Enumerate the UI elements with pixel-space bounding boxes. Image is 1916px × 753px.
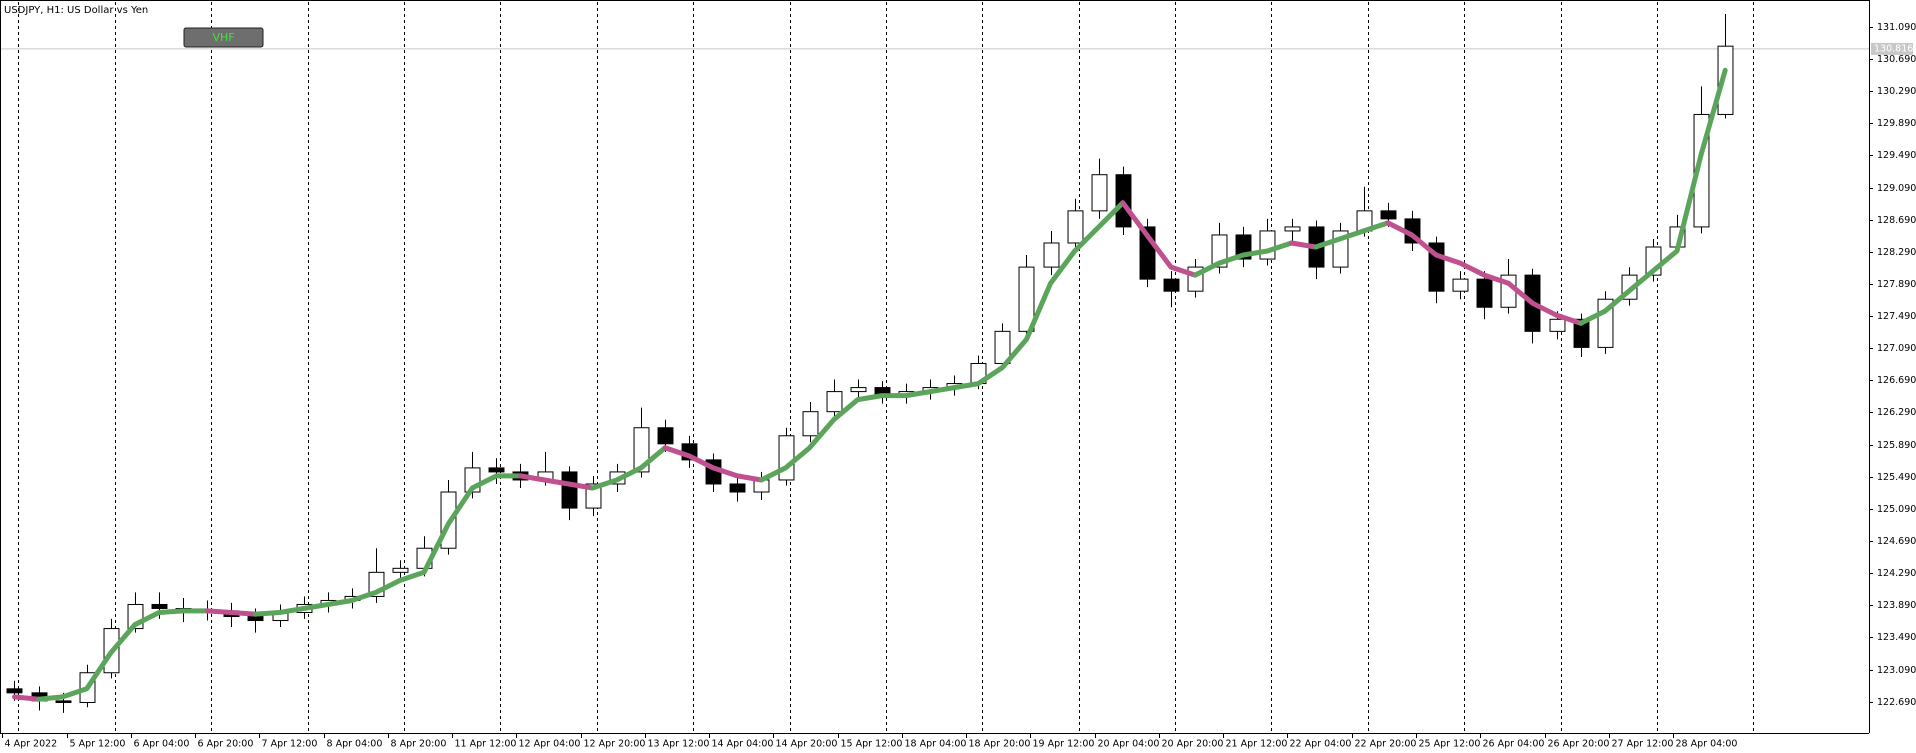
candle-body — [55, 700, 72, 703]
x-tick-label: 14 Apr 20:00 — [776, 739, 838, 750]
x-tick-label: 18 Apr 20:00 — [969, 739, 1031, 750]
candle-body — [1476, 278, 1493, 308]
x-tick-label: 6 Apr 04:00 — [134, 739, 190, 750]
candle-body — [1573, 318, 1590, 348]
candle-body — [778, 435, 795, 481]
current-price-box — [1871, 42, 1913, 55]
x-tick-label: 26 Apr 20:00 — [1548, 739, 1610, 750]
candle-body — [1211, 234, 1228, 268]
y-tick-label: 129.490 — [1877, 150, 1916, 161]
y-tick-label: 127.890 — [1877, 279, 1916, 290]
y-tick-label: 122.690 — [1877, 697, 1916, 708]
y-tick-label: 130.290 — [1877, 86, 1916, 97]
x-tick-label: 4 Apr 2022 — [5, 739, 58, 750]
indicator-line — [252, 473, 523, 617]
x-tick-label: 8 Apr 04:00 — [327, 739, 383, 750]
indicator-button[interactable] — [183, 27, 264, 48]
candle-body — [1380, 210, 1397, 220]
candle-body — [850, 387, 867, 393]
x-tick-label: 6 Apr 20:00 — [198, 739, 254, 750]
y-tick-label: 126.690 — [1877, 375, 1916, 386]
candle-body — [488, 467, 505, 473]
candle-body — [994, 330, 1011, 364]
candle-body — [1163, 278, 1180, 292]
candle-body — [561, 471, 578, 509]
x-tick-label: 12 Apr 20:00 — [584, 739, 646, 750]
x-tick-label: 25 Apr 12:00 — [1419, 739, 1481, 750]
chart-title: USDJPY, H1: US Dollar vs Yen — [4, 5, 148, 16]
y-tick-label: 131.090 — [1877, 22, 1916, 33]
candle-body — [1284, 226, 1301, 232]
x-tick-label: 21 Apr 12:00 — [1226, 739, 1288, 750]
y-tick-label: 129.890 — [1877, 118, 1916, 129]
y-tick-label: 128.290 — [1877, 247, 1916, 258]
y-tick-label: 123.090 — [1877, 665, 1916, 676]
candle-body — [392, 567, 409, 573]
indicator-line — [1385, 220, 1584, 326]
x-tick-label: 18 Apr 04:00 — [905, 739, 967, 750]
candle-body — [1549, 318, 1566, 332]
candle-body — [1043, 242, 1060, 268]
x-tick-label: 27 Apr 12:00 — [1612, 739, 1674, 750]
indicator-line — [12, 694, 42, 702]
indicator-line — [662, 445, 764, 483]
y-tick-label: 125.490 — [1877, 472, 1916, 483]
x-tick-label: 20 Apr 20:00 — [1162, 739, 1224, 750]
x-tick-label: 19 Apr 12:00 — [1033, 739, 1095, 750]
indicator-line — [1192, 240, 1294, 278]
x-tick-label: 8 Apr 20:00 — [391, 739, 447, 750]
indicator-line — [590, 445, 668, 491]
y-tick-label: 129.090 — [1877, 183, 1916, 194]
x-tick-label: 28 Apr 04:00 — [1676, 739, 1738, 750]
candle-body — [247, 616, 264, 622]
indicator-line — [1578, 67, 1728, 326]
indicator-line — [1120, 200, 1198, 278]
y-tick-label: 130.690 — [1877, 54, 1916, 65]
candle-body — [6, 688, 23, 694]
x-tick-label: 14 Apr 04:00 — [712, 739, 774, 750]
candle-body — [633, 427, 650, 473]
y-tick-label: 125.090 — [1877, 504, 1916, 515]
y-tick-label: 128.690 — [1877, 215, 1916, 226]
x-tick-label: 15 Apr 12:00 — [841, 739, 903, 750]
candle-body — [657, 427, 674, 445]
candle-body — [802, 411, 819, 437]
indicator-line — [518, 473, 596, 491]
candle-body — [1259, 230, 1276, 260]
y-tick-label: 123.490 — [1877, 632, 1916, 643]
y-tick-label: 126.290 — [1877, 407, 1916, 418]
indicator-line — [36, 608, 210, 702]
candle-body — [826, 391, 843, 413]
indicator-line — [1313, 220, 1391, 250]
indicator-line — [758, 200, 1126, 483]
indicator-button-label[interactable]: VHF — [212, 31, 234, 44]
indicator-line — [1289, 240, 1319, 250]
candle-body — [729, 483, 746, 493]
x-tick-label: 22 Apr 20:00 — [1355, 739, 1417, 750]
y-tick-label: 124.690 — [1877, 536, 1916, 547]
candle-body — [1091, 174, 1108, 212]
current-price-label: 130.816 — [1874, 43, 1913, 54]
y-tick-label: 127.090 — [1877, 343, 1916, 354]
x-tick-label: 12 Apr 04:00 — [519, 739, 581, 750]
y-tick-label: 127.490 — [1877, 311, 1916, 322]
candle-body — [151, 603, 168, 609]
candle-body — [1452, 278, 1469, 292]
candle-body — [1018, 266, 1035, 332]
x-tick-label: 11 Apr 12:00 — [455, 739, 517, 750]
x-tick-label: 26 Apr 04:00 — [1483, 739, 1545, 750]
x-tick-label: 7 Apr 12:00 — [262, 739, 318, 750]
y-tick-label: 124.290 — [1877, 568, 1916, 579]
candle-body — [1717, 45, 1734, 115]
x-tick-label: 20 Apr 04:00 — [1098, 739, 1160, 750]
y-tick-label: 125.890 — [1877, 440, 1916, 451]
x-tick-label: 22 Apr 04:00 — [1290, 739, 1352, 750]
indicator-line — [204, 608, 258, 617]
x-tick-label: 5 Apr 12:00 — [70, 739, 126, 750]
candle-body — [1067, 210, 1084, 244]
y-tick-label: 123.890 — [1877, 600, 1916, 611]
x-tick-label: 13 Apr 12:00 — [648, 739, 710, 750]
